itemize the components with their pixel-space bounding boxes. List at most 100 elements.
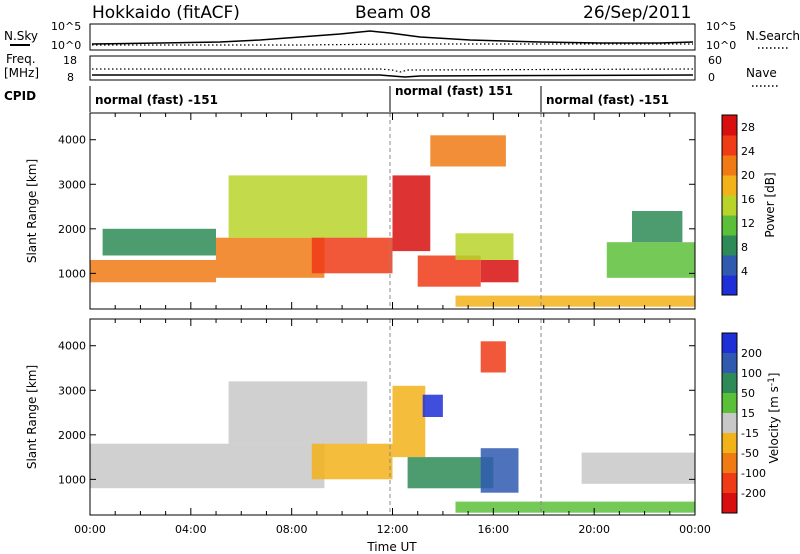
power-colorbar-ticks: 4 8 12 16 20 24 28 [741,121,755,278]
colorbar-tick-label: 16 [741,193,755,206]
cpid-segment-2: normal (fast) 151 [395,84,513,98]
echo-region [581,452,695,484]
y-tick-label: 2000 [58,223,86,236]
colorbar-cell [722,433,737,454]
echo-region [90,443,325,489]
noise-panel: N.Sky 10^5 10^0 10^5 10^0 N.Search [4,20,800,52]
echo-region [216,237,325,278]
power-y-axis-label: Slant Range [km] [25,159,39,263]
power-colorbar-frame [721,114,738,296]
power-colorbar-label: Power [dB] [763,172,777,237]
echo-region [480,260,519,283]
freq-panel-frame [89,55,696,81]
echo-region [417,255,481,287]
y-tick-label: 4000 [58,134,86,147]
x-tick-label: 04:00 [175,523,207,536]
velocity-x-ticks: 00:00 04:00 08:00 12:00 16:00 20:00 00:00 [74,319,711,536]
velocity-colorbar-label: Velocity [m s-1] [767,373,781,464]
echo-region [392,385,426,458]
search-noise-trace [92,43,693,46]
velocity-panel: 1000 2000 3000 4000 00:00 04:00 08:00 12:00 16:… [25,318,711,536]
power-x-ticks [89,113,696,309]
colorbar-tick-label: -200 [741,487,766,500]
noise-right-tick-bottom: 10^0 [706,39,736,52]
colorbar-cell [722,255,737,276]
cpid-row: CPID normal (fast) -151 normal (fast) 15… [4,84,669,112]
power-panel: 1000 2000 3000 4000 Slant Range [km] [25,112,696,310]
nave-label: Nave [746,66,777,80]
velocity-colorbar-label-exponent: -1 [767,377,777,386]
echo-region [430,135,506,167]
velocity-colorbar: 200 100 50 15 -15 -50 -100 -200 Velocity [m s-1… [721,332,781,514]
y-tick-label: 4000 [58,340,86,353]
colorbar-tick-label: 24 [741,145,755,158]
colorbar-tick-label: -15 [741,427,759,440]
colorbar-tick-label: 8 [741,241,748,254]
colorbar-cell [722,413,737,434]
y-tick-label: 2000 [58,429,86,442]
power-colorbar: 4 8 12 16 20 24 28 Power [dB] [721,114,777,296]
echo-region [480,448,519,493]
velocity-y-axis-label: Slant Range [km] [25,365,39,469]
power-colorbar-cells [722,115,737,296]
x-tick-label: 00:00 [74,523,106,536]
colorbar-tick-label: -50 [741,447,759,460]
colorbar-cell [722,393,737,414]
y-tick-label: 1000 [58,267,86,280]
colorbar-tick-label: 50 [741,387,755,400]
echo-region [632,211,683,243]
cpid-label: CPID [4,89,36,103]
echo-region [455,233,514,260]
x-tick-label: 16:00 [477,523,509,536]
noise-left-tick-bottom: 10^0 [51,39,81,52]
echo-region [606,242,695,278]
freq-panel: Freq. [MHz] 18 8 60 0 Nave [4,52,778,87]
echo-region [480,341,506,373]
echo-region [407,457,494,489]
nave-tick-top: 60 [708,54,722,67]
x-tick-label: 00:00 [679,523,711,536]
freq-tick-bottom: 8 [67,71,74,84]
colorbar-cell [722,275,737,296]
nave-tick-bottom: 0 [708,71,715,84]
colorbar-tick-label: 15 [741,407,755,420]
colorbar-cell [722,473,737,494]
noise-left-label: N.Sky [4,29,38,43]
echo-region [102,228,216,256]
colorbar-tick-label: 12 [741,217,755,230]
cpid-segment-1: normal (fast) -151 [95,93,218,107]
colorbar-cell [722,373,737,394]
y-tick-label: 3000 [58,384,86,397]
freq-label-line2: [MHz] [4,66,39,80]
echo-region [392,175,431,252]
echo-region [311,237,393,274]
x-tick-label: 20:00 [578,523,610,536]
colorbar-cell [722,353,737,374]
colorbar-cell [722,195,737,216]
noise-left-tick-top: 10^5 [51,20,81,33]
echo-region [228,381,368,444]
noise-right-label: N.Search [746,29,800,43]
velocity-data-marks [90,341,695,513]
colorbar-tick-label: -100 [741,467,766,480]
echo-region [228,175,368,238]
colorbar-cell [722,135,737,156]
echo-region [311,443,393,480]
noise-right-tick-top: 10^5 [706,20,736,33]
y-tick-label: 1000 [58,473,86,486]
colorbar-cell [722,175,737,196]
colorbar-cell [722,115,737,136]
colorbar-tick-label: 100 [741,367,762,380]
x-axis-label: Time UT [366,540,417,554]
echo-region [90,260,216,283]
power-data-marks [90,135,695,307]
echo-region [455,501,695,513]
colorbar-cell [722,333,737,354]
cpid-segment-3: normal (fast) -151 [546,93,669,107]
colorbar-cell [722,493,737,514]
colorbar-cell [722,453,737,474]
colorbar-tick-label: 20 [741,169,755,182]
colorbar-tick-label: 4 [741,265,748,278]
date-title: 26/Sep/2011 [583,3,691,23]
